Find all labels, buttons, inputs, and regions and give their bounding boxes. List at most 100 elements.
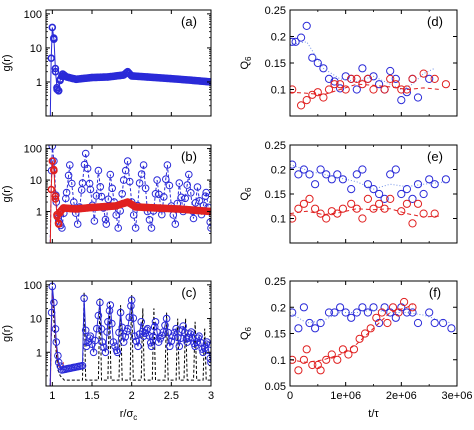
data-point-blue (147, 224, 156, 232)
y-axis-label: g(r) (1, 325, 13, 342)
data-point-blue (352, 85, 361, 94)
data-point-blue (347, 185, 356, 194)
data-point-blue (413, 318, 423, 328)
data-point-blue (187, 328, 195, 336)
data-point-blue (104, 318, 112, 326)
series-line-blue (49, 286, 211, 386)
data-point-blue (146, 339, 155, 347)
data-point-blue (151, 318, 160, 326)
data-point-red (322, 355, 331, 364)
data-point-red (430, 74, 439, 84)
y-axis-label: Q6 (239, 187, 253, 201)
data-point-blue (358, 303, 367, 312)
data-point-blue (62, 194, 70, 203)
data-point-red (380, 85, 389, 94)
y-axis-label: Q6 (239, 326, 253, 340)
data-point-blue (336, 303, 345, 312)
data-point-blue (386, 66, 395, 76)
data-point-blue (165, 181, 174, 190)
y-tick-label: 0.15 (265, 189, 286, 201)
data-point-red (327, 350, 336, 359)
data-point-red (430, 209, 439, 218)
data-point-red (388, 303, 398, 312)
data-point-red (294, 366, 303, 375)
y-tick-label: 0.25 (265, 276, 286, 288)
data-point-blue (106, 170, 115, 179)
y-tick-label: 0.1 (271, 355, 286, 367)
data-point-blue (64, 171, 73, 180)
data-point-blue (290, 308, 297, 317)
data-point-blue (397, 96, 406, 105)
data-point-blue (119, 338, 128, 346)
data-point-red (344, 350, 353, 359)
data-point-blue (201, 192, 210, 200)
y-tick-label: 1 (36, 77, 42, 89)
data-point-blue (413, 93, 423, 102)
data-point-blue (116, 308, 125, 317)
panel-label: (e) (427, 149, 443, 164)
data-point-red (302, 345, 311, 354)
x-tick-label: 1 (49, 390, 55, 402)
data-point-blue (147, 342, 156, 351)
data-point-red (316, 366, 325, 375)
data-point-blue (290, 160, 297, 169)
data-point-blue (187, 189, 195, 197)
data-point-red (302, 96, 311, 105)
panel-label: (f) (429, 285, 441, 300)
data-point-blue (193, 183, 202, 191)
data-point-red (394, 308, 403, 317)
data-point-blue (125, 177, 134, 186)
data-point-blue (97, 325, 106, 333)
data-point-blue (294, 170, 303, 179)
data-point-blue (311, 324, 320, 333)
data-point-blue (90, 217, 99, 225)
data-point-blue (195, 197, 204, 205)
data-point-blue (89, 348, 98, 357)
data-point-blue (177, 334, 185, 343)
data-point-blue (324, 308, 334, 317)
data-point-blue (425, 308, 434, 317)
data-point-blue (352, 308, 361, 317)
data-point-blue (92, 192, 101, 200)
data-point-red (352, 74, 361, 84)
data-point-blue (305, 318, 314, 328)
data-point-blue (341, 72, 350, 81)
y-axis-label: Q6 (239, 56, 253, 70)
y-tick-label: 10 (30, 43, 42, 55)
data-point-blue (375, 318, 384, 328)
data-point-red (363, 74, 372, 84)
data-point-blue (94, 311, 103, 320)
data-point-red (397, 85, 406, 94)
data-point-blue (363, 180, 372, 189)
data-point-blue (85, 179, 94, 188)
data-point-red (50, 166, 58, 175)
x-tick-label: 3e+06 (442, 390, 473, 402)
data-point-blue (145, 216, 154, 224)
data-point-blue (391, 74, 400, 84)
data-point-blue (171, 220, 180, 228)
data-point-blue (181, 194, 189, 203)
data-point-blue (189, 214, 198, 223)
data-point-blue (338, 175, 347, 184)
data-point-red (51, 192, 60, 200)
data-point-blue (105, 306, 114, 315)
data-point-red (369, 204, 378, 213)
data-point-blue (408, 308, 417, 317)
data-point-blue (139, 161, 148, 169)
data-point-blue (177, 193, 186, 202)
data-point-blue (430, 180, 439, 189)
panel-f: 0.05 0.1 0.15 0.2 0.25 0 1e+06 2e+06 3e+06 (f) Q6 t… (239, 276, 472, 420)
data-point-blue (408, 194, 417, 203)
data-point-blue (313, 58, 322, 68)
data-point-blue (129, 211, 138, 219)
data-point-red (361, 329, 370, 338)
data-point-blue (425, 175, 434, 184)
data-point-blue (108, 319, 116, 328)
data-point-blue (96, 183, 105, 191)
data-point-blue (121, 333, 130, 341)
data-point-blue (386, 170, 395, 179)
data-point-red (327, 207, 336, 216)
panel-label: (d) (427, 14, 443, 29)
series-line-blue (49, 146, 211, 243)
data-point-red (386, 194, 395, 203)
